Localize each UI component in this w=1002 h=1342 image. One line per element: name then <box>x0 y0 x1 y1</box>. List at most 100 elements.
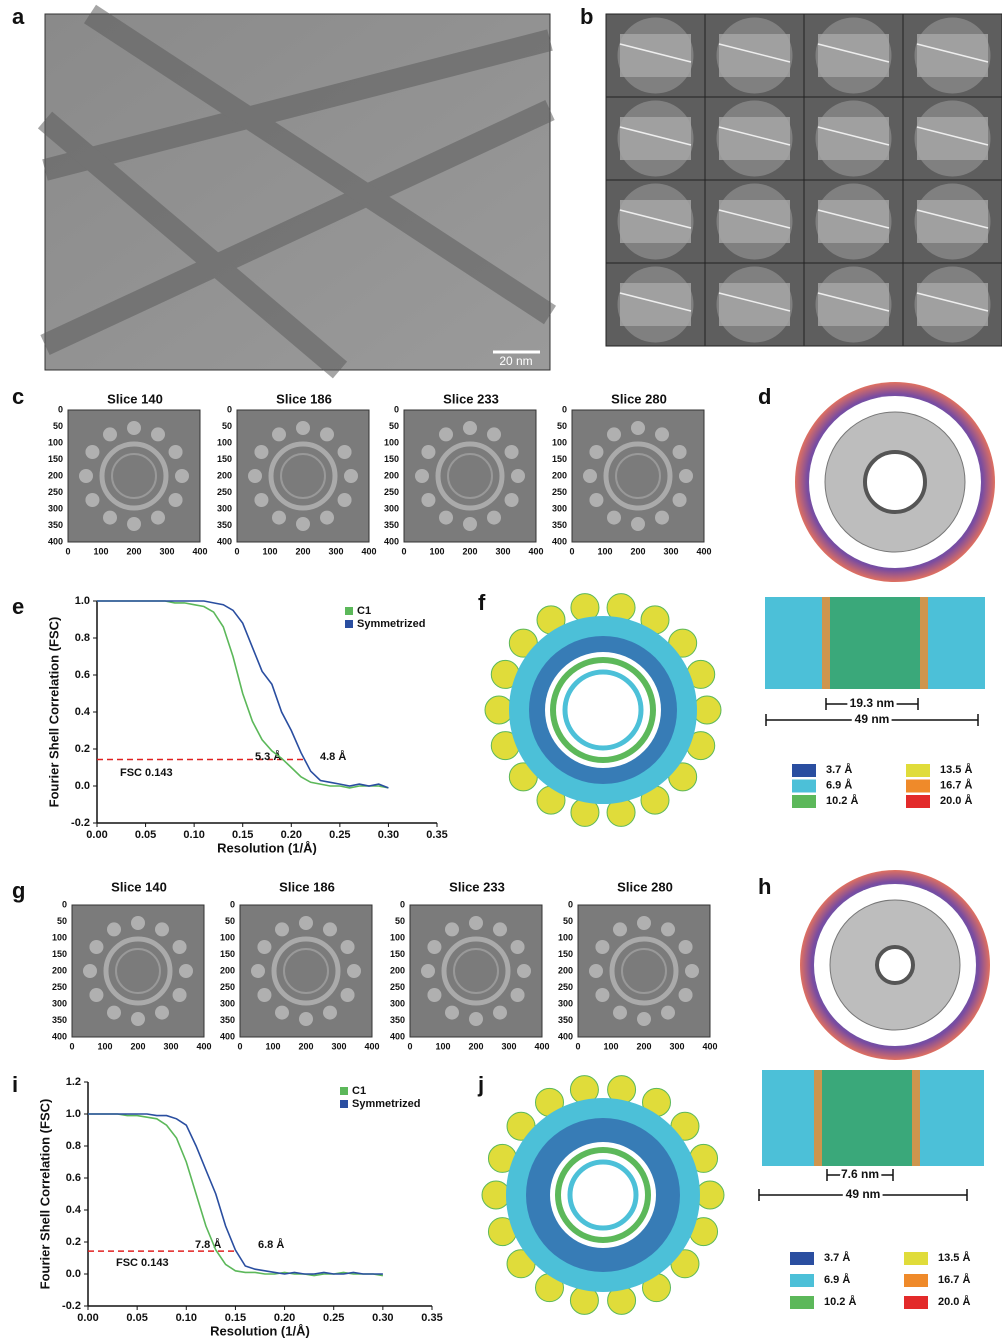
slice-protofilament <box>595 988 609 1002</box>
y-tick-label: 250 <box>384 487 399 497</box>
slice-title: Slice 280 <box>617 879 673 894</box>
figure: 20 nm abcdefghijSlice 140050100150200250… <box>0 0 1002 1342</box>
slice-protofilament <box>661 1006 675 1020</box>
slice-protofilament <box>338 493 352 507</box>
threshold-label: FSC 0.143 <box>116 1257 169 1269</box>
side-view-wall <box>920 597 928 689</box>
x-tick-label: 200 <box>468 1041 483 1051</box>
x-tick-label: 0.00 <box>77 1312 98 1324</box>
slice-protofilament <box>427 940 441 954</box>
legend-label: Symmetrized <box>357 618 425 630</box>
x-tick-label: 0.05 <box>135 829 156 841</box>
slice-protofilament <box>655 427 669 441</box>
slice-protofilament <box>103 511 117 525</box>
slice-protofilament <box>517 964 531 978</box>
map-lumen <box>865 452 925 512</box>
class-filament <box>620 34 691 77</box>
fsc-line <box>88 1114 383 1274</box>
y-tick-label: 200 <box>220 965 235 975</box>
slice-protofilament <box>169 493 183 507</box>
slice-protofilament <box>439 427 453 441</box>
y-tick-label: 50 <box>225 916 235 926</box>
y-tick-label: 200 <box>48 470 63 480</box>
y-tick-label: 0.6 <box>66 1172 81 1184</box>
y-tick-label: 350 <box>217 520 232 530</box>
legend-label: 6.9 Å <box>824 1273 850 1286</box>
legend-swatch <box>906 795 930 808</box>
slice-protofilament <box>421 493 435 507</box>
class-filament <box>620 200 691 243</box>
y-tick-label: 0 <box>568 899 573 909</box>
resolution-annotation: 6.8 Å <box>258 1238 284 1251</box>
slice-protofilament <box>487 511 501 525</box>
slice-title: Slice 233 <box>443 391 499 406</box>
y-tick-label: 0.0 <box>75 780 90 792</box>
x-tick-label: 0.15 <box>232 829 253 841</box>
y-tick-label: 0 <box>562 404 567 414</box>
slice-protofilament <box>179 964 193 978</box>
x-tick-label: 0.00 <box>86 829 107 841</box>
slice-protofilament <box>595 940 609 954</box>
x-tick-label: 100 <box>603 1041 618 1051</box>
x-tick-label: 400 <box>364 1041 379 1051</box>
slice-protofilament <box>463 421 477 435</box>
y-tick-label: 350 <box>552 520 567 530</box>
x-tick-label: 0.35 <box>426 829 447 841</box>
slice-protofilament <box>296 517 310 531</box>
y-tick-label: 0.6 <box>75 669 90 681</box>
y-tick-label: 100 <box>220 932 235 942</box>
y-tick-label: 350 <box>220 1015 235 1025</box>
map-lumen <box>877 947 913 983</box>
x-tick-label: 0.20 <box>281 829 302 841</box>
slice-protofilament <box>439 511 453 525</box>
threshold-label: FSC 0.143 <box>120 767 173 779</box>
y-tick-label: 250 <box>217 487 232 497</box>
side-view-center <box>822 1070 912 1166</box>
panel-label: i <box>12 1072 18 1097</box>
y-tick-label: 50 <box>222 421 232 431</box>
x-tick-label: 300 <box>328 546 343 556</box>
y-tick-label: 0.0 <box>66 1268 81 1280</box>
y-tick-label: -0.2 <box>62 1300 81 1312</box>
class-filament <box>917 283 988 326</box>
slice-protofilament <box>673 445 687 459</box>
y-tick-label: 200 <box>52 965 67 975</box>
slice-protofilament <box>127 421 141 435</box>
map-gap <box>545 652 661 768</box>
y-tick-label: 350 <box>390 1015 405 1025</box>
x-tick-label: 0 <box>407 1041 412 1051</box>
y-tick-label: 100 <box>384 437 399 447</box>
x-tick-label: 300 <box>159 546 174 556</box>
class-averages <box>606 14 1002 346</box>
slice-protofilament <box>511 940 525 954</box>
class-filament <box>620 117 691 160</box>
y-tick-label: 150 <box>384 454 399 464</box>
legend-label: 10.2 Å <box>826 794 858 807</box>
y-tick-label: 100 <box>52 932 67 942</box>
x-tick-label: 0.10 <box>183 829 204 841</box>
x-tick-label: 400 <box>534 1041 549 1051</box>
x-tick-label: 200 <box>298 1041 313 1051</box>
slice-title: Slice 280 <box>611 391 667 406</box>
y-tick-label: -0.2 <box>71 817 90 829</box>
dimension-label: 49 nm <box>846 1187 881 1201</box>
y-tick-label: 0 <box>62 899 67 909</box>
class-filament <box>818 283 889 326</box>
x-tick-label: 0 <box>569 546 574 556</box>
x-tick-label: 400 <box>196 1041 211 1051</box>
slice-protofilament <box>131 1012 145 1026</box>
y-tick-label: 50 <box>395 916 405 926</box>
x-tick-label: 300 <box>331 1041 346 1051</box>
y-tick-label: 100 <box>48 437 63 447</box>
slice-protofilament <box>661 922 675 936</box>
slice-protofilament <box>493 1006 507 1020</box>
y-tick-label: 0.8 <box>75 632 90 644</box>
x-tick-label: 100 <box>97 1041 112 1051</box>
legend-label: 10.2 Å <box>824 1295 856 1308</box>
x-tick-label: 400 <box>696 546 711 556</box>
legend-swatch <box>792 795 816 808</box>
y-tick-label: 400 <box>390 1031 405 1041</box>
legend-swatch <box>792 764 816 777</box>
x-tick-label: 0.05 <box>126 1312 147 1324</box>
y-tick-label: 100 <box>217 437 232 447</box>
